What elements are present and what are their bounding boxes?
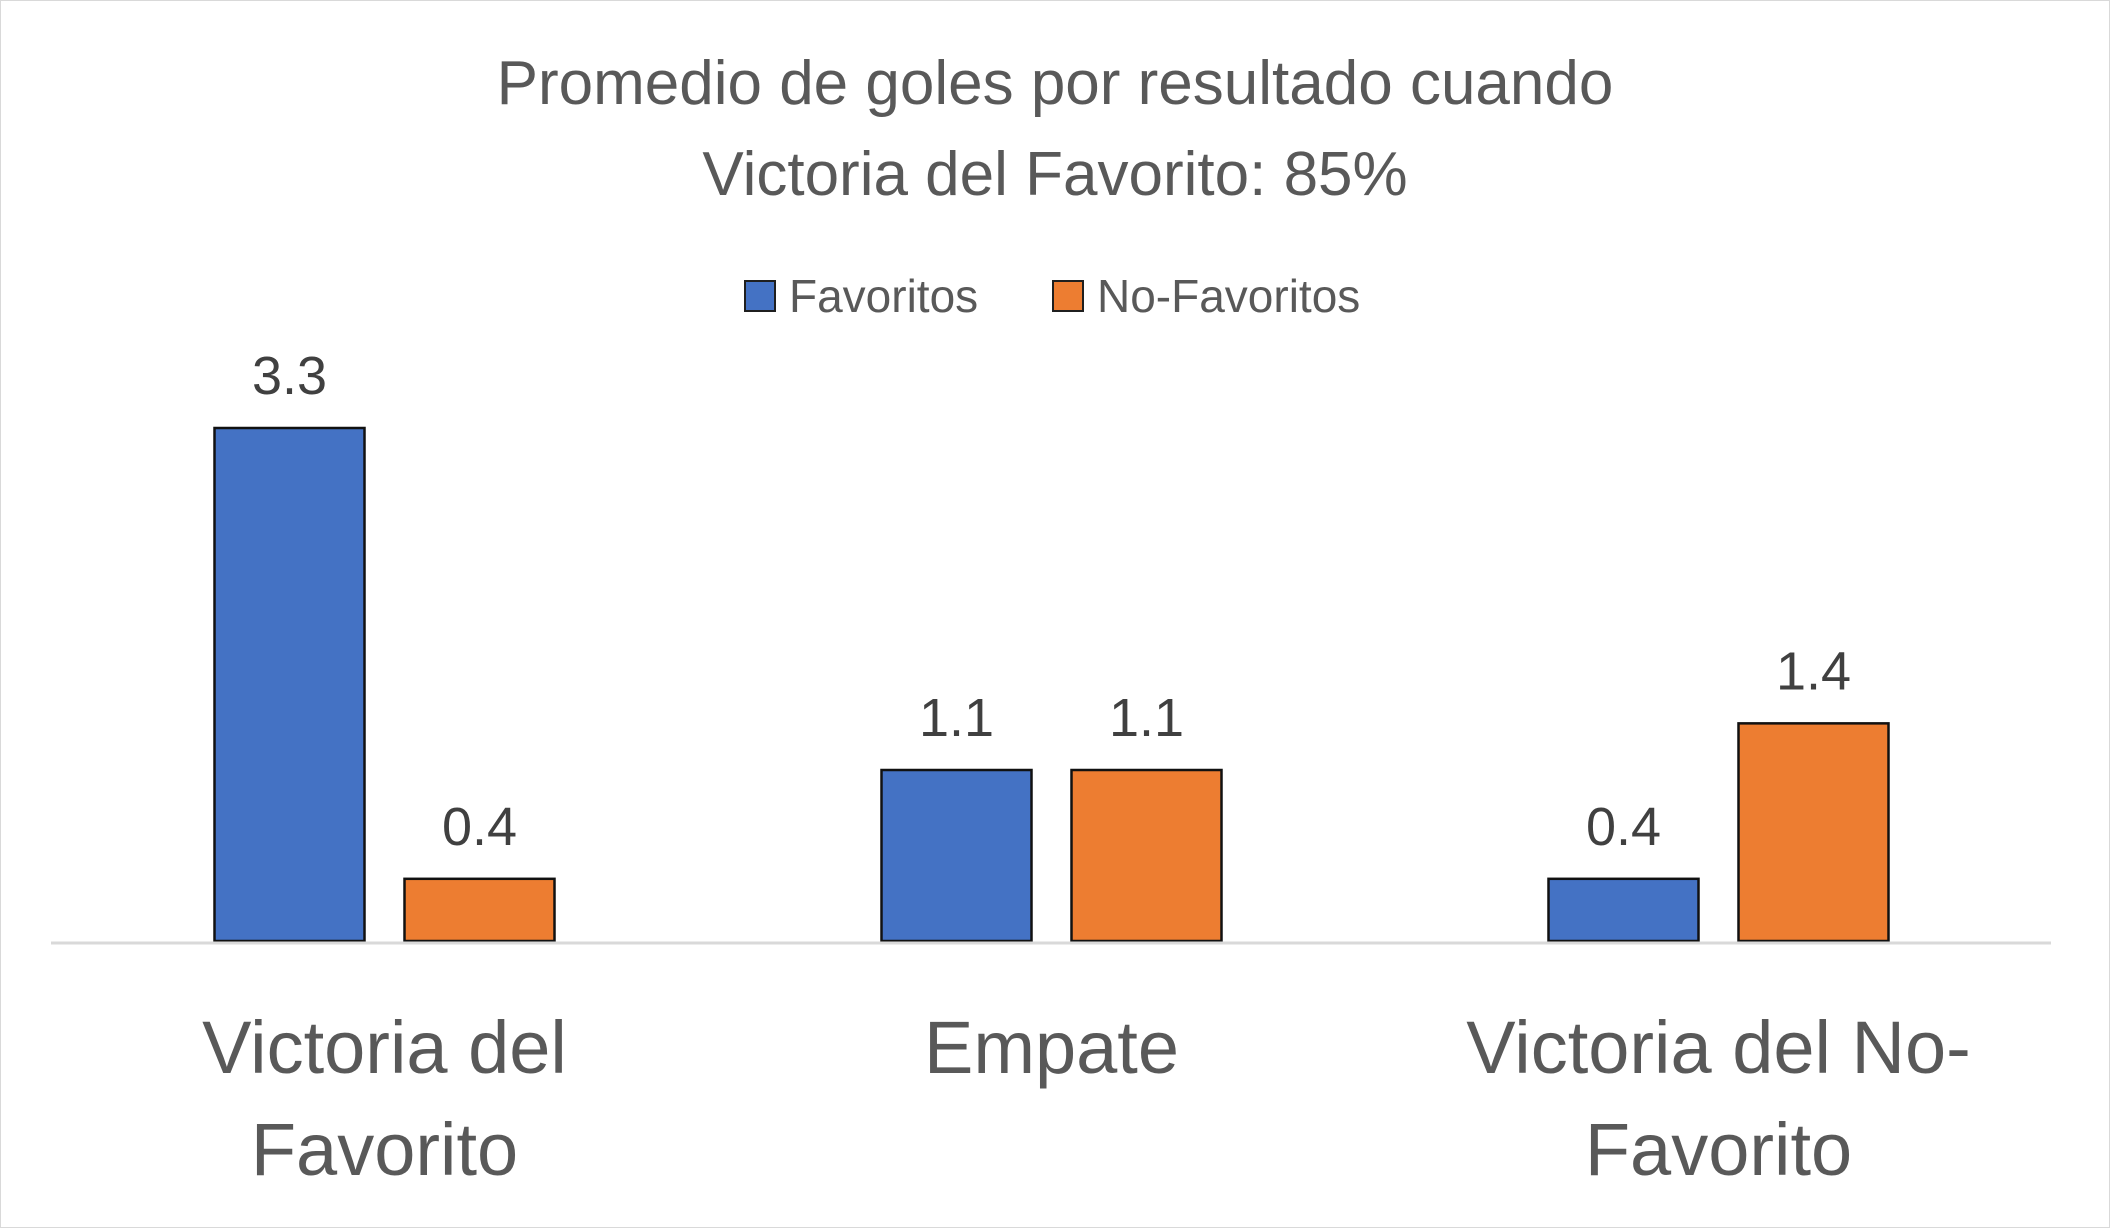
chart-title: Promedio de goles por resultado cuando V… [497, 49, 1614, 209]
bar-no-favoritos-2 [1737, 722, 1890, 943]
data-labels-group: 3.3 0.4 1.1 1.1 0.4 1.4 [252, 346, 1851, 857]
bar-favoritos-1 [880, 768, 1033, 943]
data-label-favoritos-0: 3.3 [252, 346, 327, 406]
data-label-favoritos-2: 0.4 [1586, 797, 1661, 857]
bar-favoritos-2 [1547, 877, 1700, 943]
data-label-no-favoritos-2: 1.4 [1776, 641, 1851, 701]
category-label-1-line-0: Empate [924, 1006, 1179, 1089]
legend-label-favoritos: Favoritos [789, 270, 978, 322]
legend-swatch-favoritos [744, 280, 776, 312]
data-label-no-favoritos-1: 1.1 [1109, 688, 1184, 748]
bars-group [213, 426, 1890, 943]
chart-legend: Favoritos No-Favoritos [744, 270, 1360, 322]
legend-label-no-favoritos: No-Favoritos [1097, 270, 1360, 322]
data-label-favoritos-1: 1.1 [919, 688, 994, 748]
bar-no-favoritos-1 [1070, 768, 1223, 943]
category-label-2-line-0: Victoria del No- [1466, 1006, 1971, 1089]
chart-title-line-2: Victoria del Favorito: 85% [702, 140, 1407, 209]
category-label-0-line-0: Victoria del [202, 1006, 567, 1089]
category-label-2-line-1: Favorito [1585, 1108, 1852, 1191]
bar-no-favoritos-0 [403, 877, 556, 943]
legend-swatch-no-favoritos [1052, 280, 1084, 312]
data-label-no-favoritos-0: 0.4 [442, 797, 517, 857]
category-label-0-line-1: Favorito [251, 1108, 518, 1191]
category-labels-group: Victoria del Favorito Empate Victoria del N… [202, 1006, 1971, 1191]
chart-title-line-1: Promedio de goles por resultado cuando [497, 49, 1614, 118]
bar-favoritos-0 [213, 426, 366, 943]
